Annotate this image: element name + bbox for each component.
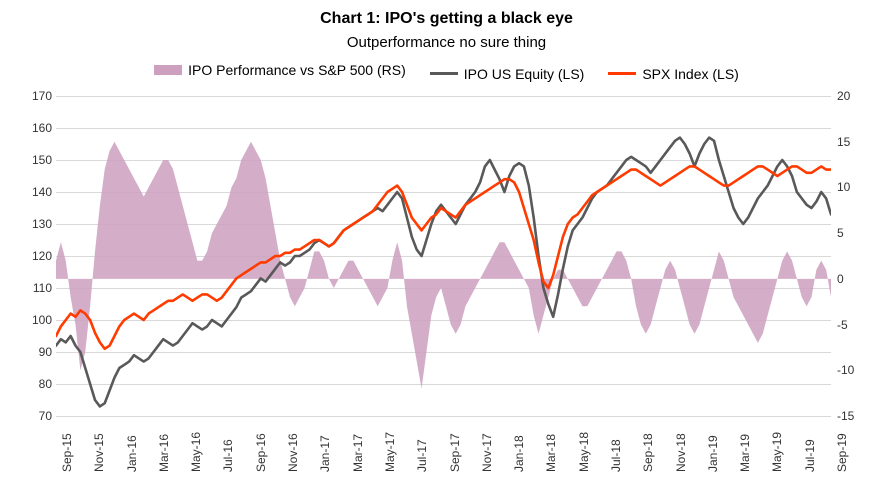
y-right-tick-label: 5 [837, 226, 873, 240]
x-tick-label: Jul-19 [803, 439, 817, 472]
legend-item: IPO Performance vs S&P 500 (RS) [154, 62, 406, 78]
x-tick-label: Mar-17 [351, 434, 365, 472]
y-left-tick-label: 90 [16, 345, 52, 359]
y-right-tick-label: 15 [837, 135, 873, 149]
x-tick-label: May-16 [189, 432, 203, 472]
y-left-tick-label: 140 [16, 185, 52, 199]
y-right-tick-label: -10 [837, 363, 873, 377]
legend-item: IPO US Equity (LS) [430, 66, 585, 82]
x-tick-label: May-17 [383, 432, 397, 472]
y-left-tick-label: 100 [16, 313, 52, 327]
x-tick-label: Jan-16 [125, 435, 139, 472]
legend-label: IPO Performance vs S&P 500 (RS) [188, 62, 406, 78]
y-left-tick-label: 130 [16, 217, 52, 231]
chart-legend: IPO Performance vs S&P 500 (RS) IPO US Eq… [0, 62, 893, 82]
x-tick-label: Jan-17 [318, 435, 332, 472]
legend-item: SPX Index (LS) [608, 66, 739, 82]
legend-label: SPX Index (LS) [642, 66, 739, 82]
x-tick-label: Nov-17 [480, 433, 494, 472]
x-tick-label: Nov-18 [674, 433, 688, 472]
x-tick-label: Nov-15 [92, 433, 106, 472]
chart-subtitle: Outperformance no sure thing [0, 34, 893, 51]
x-tick-label: Jul-18 [609, 439, 623, 472]
y-right-tick-label: 20 [837, 89, 873, 103]
chart-title: Chart 1: IPO's getting a black eye [0, 10, 893, 28]
y-left-tick-label: 110 [16, 281, 52, 295]
y-right-tick-label: 10 [837, 180, 873, 194]
y-left-tick-label: 120 [16, 249, 52, 263]
legend-label: IPO US Equity (LS) [464, 66, 585, 82]
x-tick-label: Nov-16 [286, 433, 300, 472]
y-left-tick-label: 160 [16, 121, 52, 135]
x-tick-label: Mar-19 [738, 434, 752, 472]
x-tick-label: Mar-16 [157, 434, 171, 472]
x-tick-label: Sep-16 [254, 433, 268, 472]
x-tick-label: Jan-18 [512, 435, 526, 472]
legend-marker [154, 65, 182, 75]
y-right-tick-label: -15 [837, 409, 873, 423]
x-tick-label: Jan-19 [706, 435, 720, 472]
y-left-tick-label: 70 [16, 409, 52, 423]
y-left-tick-label: 170 [16, 89, 52, 103]
x-tick-label: May-18 [577, 432, 591, 472]
x-tick-label: Sep-19 [835, 433, 849, 472]
series-svg [56, 96, 831, 416]
gridline [56, 416, 831, 417]
legend-marker [430, 72, 458, 75]
x-tick-label: May-19 [770, 432, 784, 472]
x-tick-label: Jul-16 [221, 439, 235, 472]
x-tick-label: Sep-18 [641, 433, 655, 472]
y-left-tick-label: 150 [16, 153, 52, 167]
x-tick-label: Mar-18 [544, 434, 558, 472]
y-right-tick-label: -5 [837, 318, 873, 332]
y-right-tick-label: 0 [837, 272, 873, 286]
x-tick-label: Sep-15 [60, 433, 74, 472]
legend-marker [608, 72, 636, 75]
x-tick-label: Jul-17 [415, 439, 429, 472]
x-tick-label: Sep-17 [448, 433, 462, 472]
chart-container: Chart 1: IPO's getting a black eye Outpe… [0, 0, 893, 504]
plot-area [56, 96, 831, 416]
y-left-tick-label: 80 [16, 377, 52, 391]
